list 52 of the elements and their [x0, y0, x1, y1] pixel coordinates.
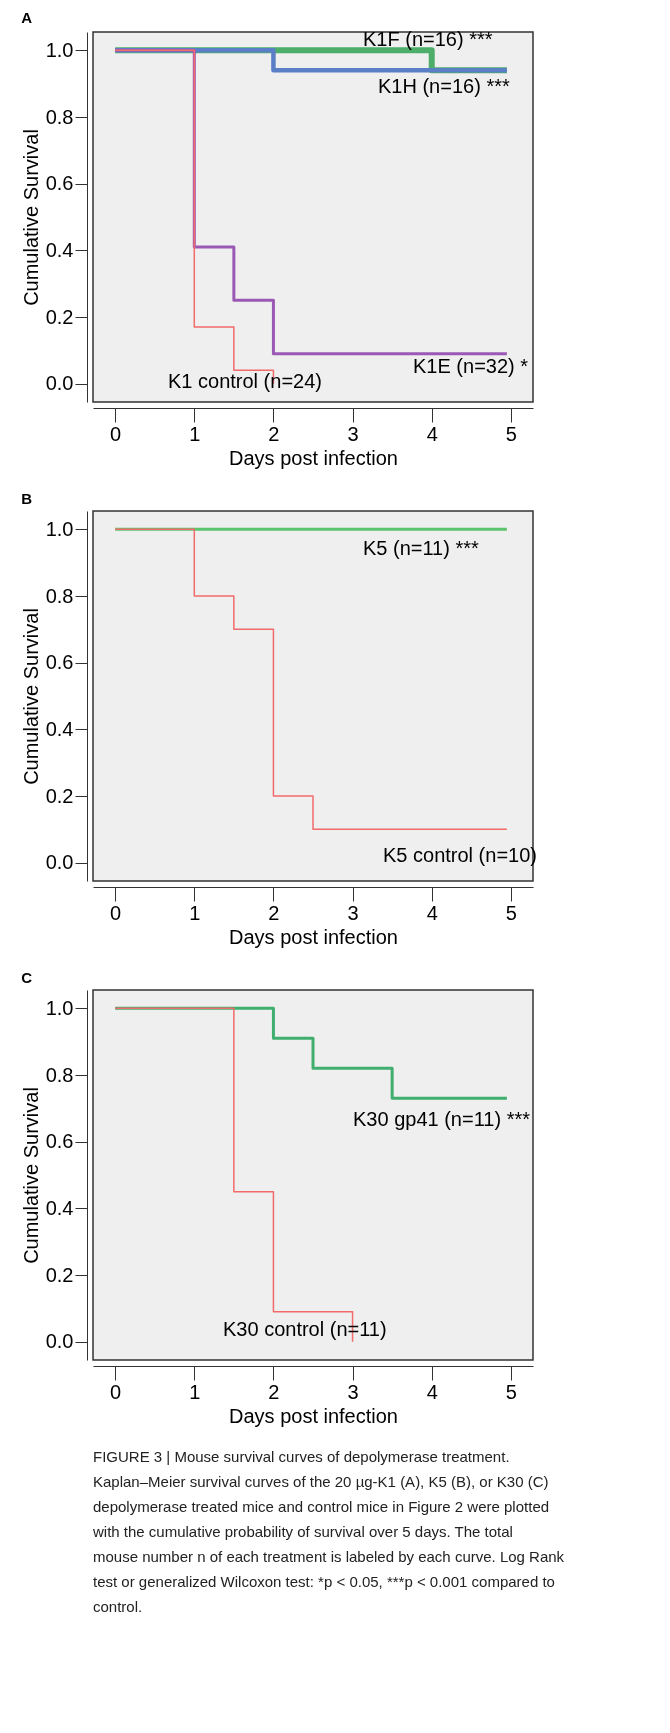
y-axis-title: Cumulative Survival [19, 608, 42, 785]
y-tick-label: 1.0 [45, 517, 74, 540]
x-tick-label: 2 [268, 422, 280, 445]
chart-title: C [21, 969, 33, 986]
chart-title: B [21, 490, 33, 507]
series-label: K1E (n=32) * [413, 355, 529, 377]
y-tick-label: 0.2 [45, 784, 74, 807]
x-tick-label: 0 [110, 422, 122, 445]
x-tick-label: 3 [347, 1380, 359, 1403]
x-tick-label: 1 [189, 1380, 201, 1403]
x-axis-title: Days post infection [229, 1404, 398, 1427]
x-tick-label: 4 [426, 901, 438, 924]
y-tick-label: 0.8 [45, 105, 74, 128]
series-label: K5 (n=11) *** [363, 537, 480, 559]
y-tick-label: 0.0 [45, 851, 74, 874]
x-tick-label: 5 [505, 901, 517, 924]
chart-title: A [21, 9, 33, 26]
series-label: K1F (n=16) *** [363, 28, 493, 50]
y-axis-title: Cumulative Survival [19, 1087, 42, 1264]
y-tick-label: 0.0 [45, 372, 74, 395]
x-tick-label: 3 [347, 422, 359, 445]
y-tick-label: 0.6 [45, 172, 74, 195]
x-tick-label: 5 [505, 1380, 517, 1403]
x-tick-label: 1 [189, 901, 201, 924]
x-tick-label: 4 [426, 422, 438, 445]
y-axis-title: Cumulative Survival [19, 129, 42, 306]
caption: FIGURE 3 | Mouse survival curves of depolymerase treatment. Kaplan–Meier survival curves of the 20 µg-K1 (A), K5 (B), or K30 (C) depolymerase treated mice and control mice in Figure 2 were plotted with the cumulative probability of survival over 5 days. The total mouse number n of each treatment is labeled by each curve. Log Rank test or generalized Wilcoxon test: *p < 0.05, ***p < 0.001 compared to control. [92, 1448, 565, 1615]
x-tick-label: 2 [268, 1380, 280, 1403]
y-tick-label: 0.4 [45, 1196, 74, 1219]
x-axis-title: Days post infection [229, 925, 398, 948]
series-label: K30 gp41 (n=11) *** [353, 1108, 531, 1130]
x-tick-label: 3 [347, 901, 359, 924]
y-tick-label: 1.0 [45, 996, 74, 1019]
x-axis-title: Days post infection [229, 446, 398, 469]
y-tick-label: 0.8 [45, 1063, 74, 1086]
x-tick-label: 2 [268, 901, 280, 924]
y-tick-label: 0.4 [45, 238, 74, 261]
x-tick-label: 1 [189, 422, 201, 445]
y-tick-label: 0.2 [45, 1263, 74, 1286]
x-tick-label: 0 [110, 1380, 122, 1403]
y-tick-label: 0.8 [45, 584, 74, 607]
y-tick-label: 0.6 [45, 651, 74, 674]
y-tick-label: 0.4 [45, 717, 74, 740]
x-tick-label: 4 [426, 1380, 438, 1403]
x-tick-label: 0 [110, 901, 122, 924]
y-tick-label: 0.0 [45, 1330, 74, 1353]
y-tick-label: 0.6 [45, 1130, 74, 1153]
x-tick-label: 5 [505, 422, 517, 445]
y-tick-label: 1.0 [45, 38, 74, 61]
series-label: K1H (n=16) *** [378, 75, 510, 97]
series-label: K1 control (n=24) [168, 370, 322, 392]
y-tick-label: 0.2 [45, 305, 74, 328]
